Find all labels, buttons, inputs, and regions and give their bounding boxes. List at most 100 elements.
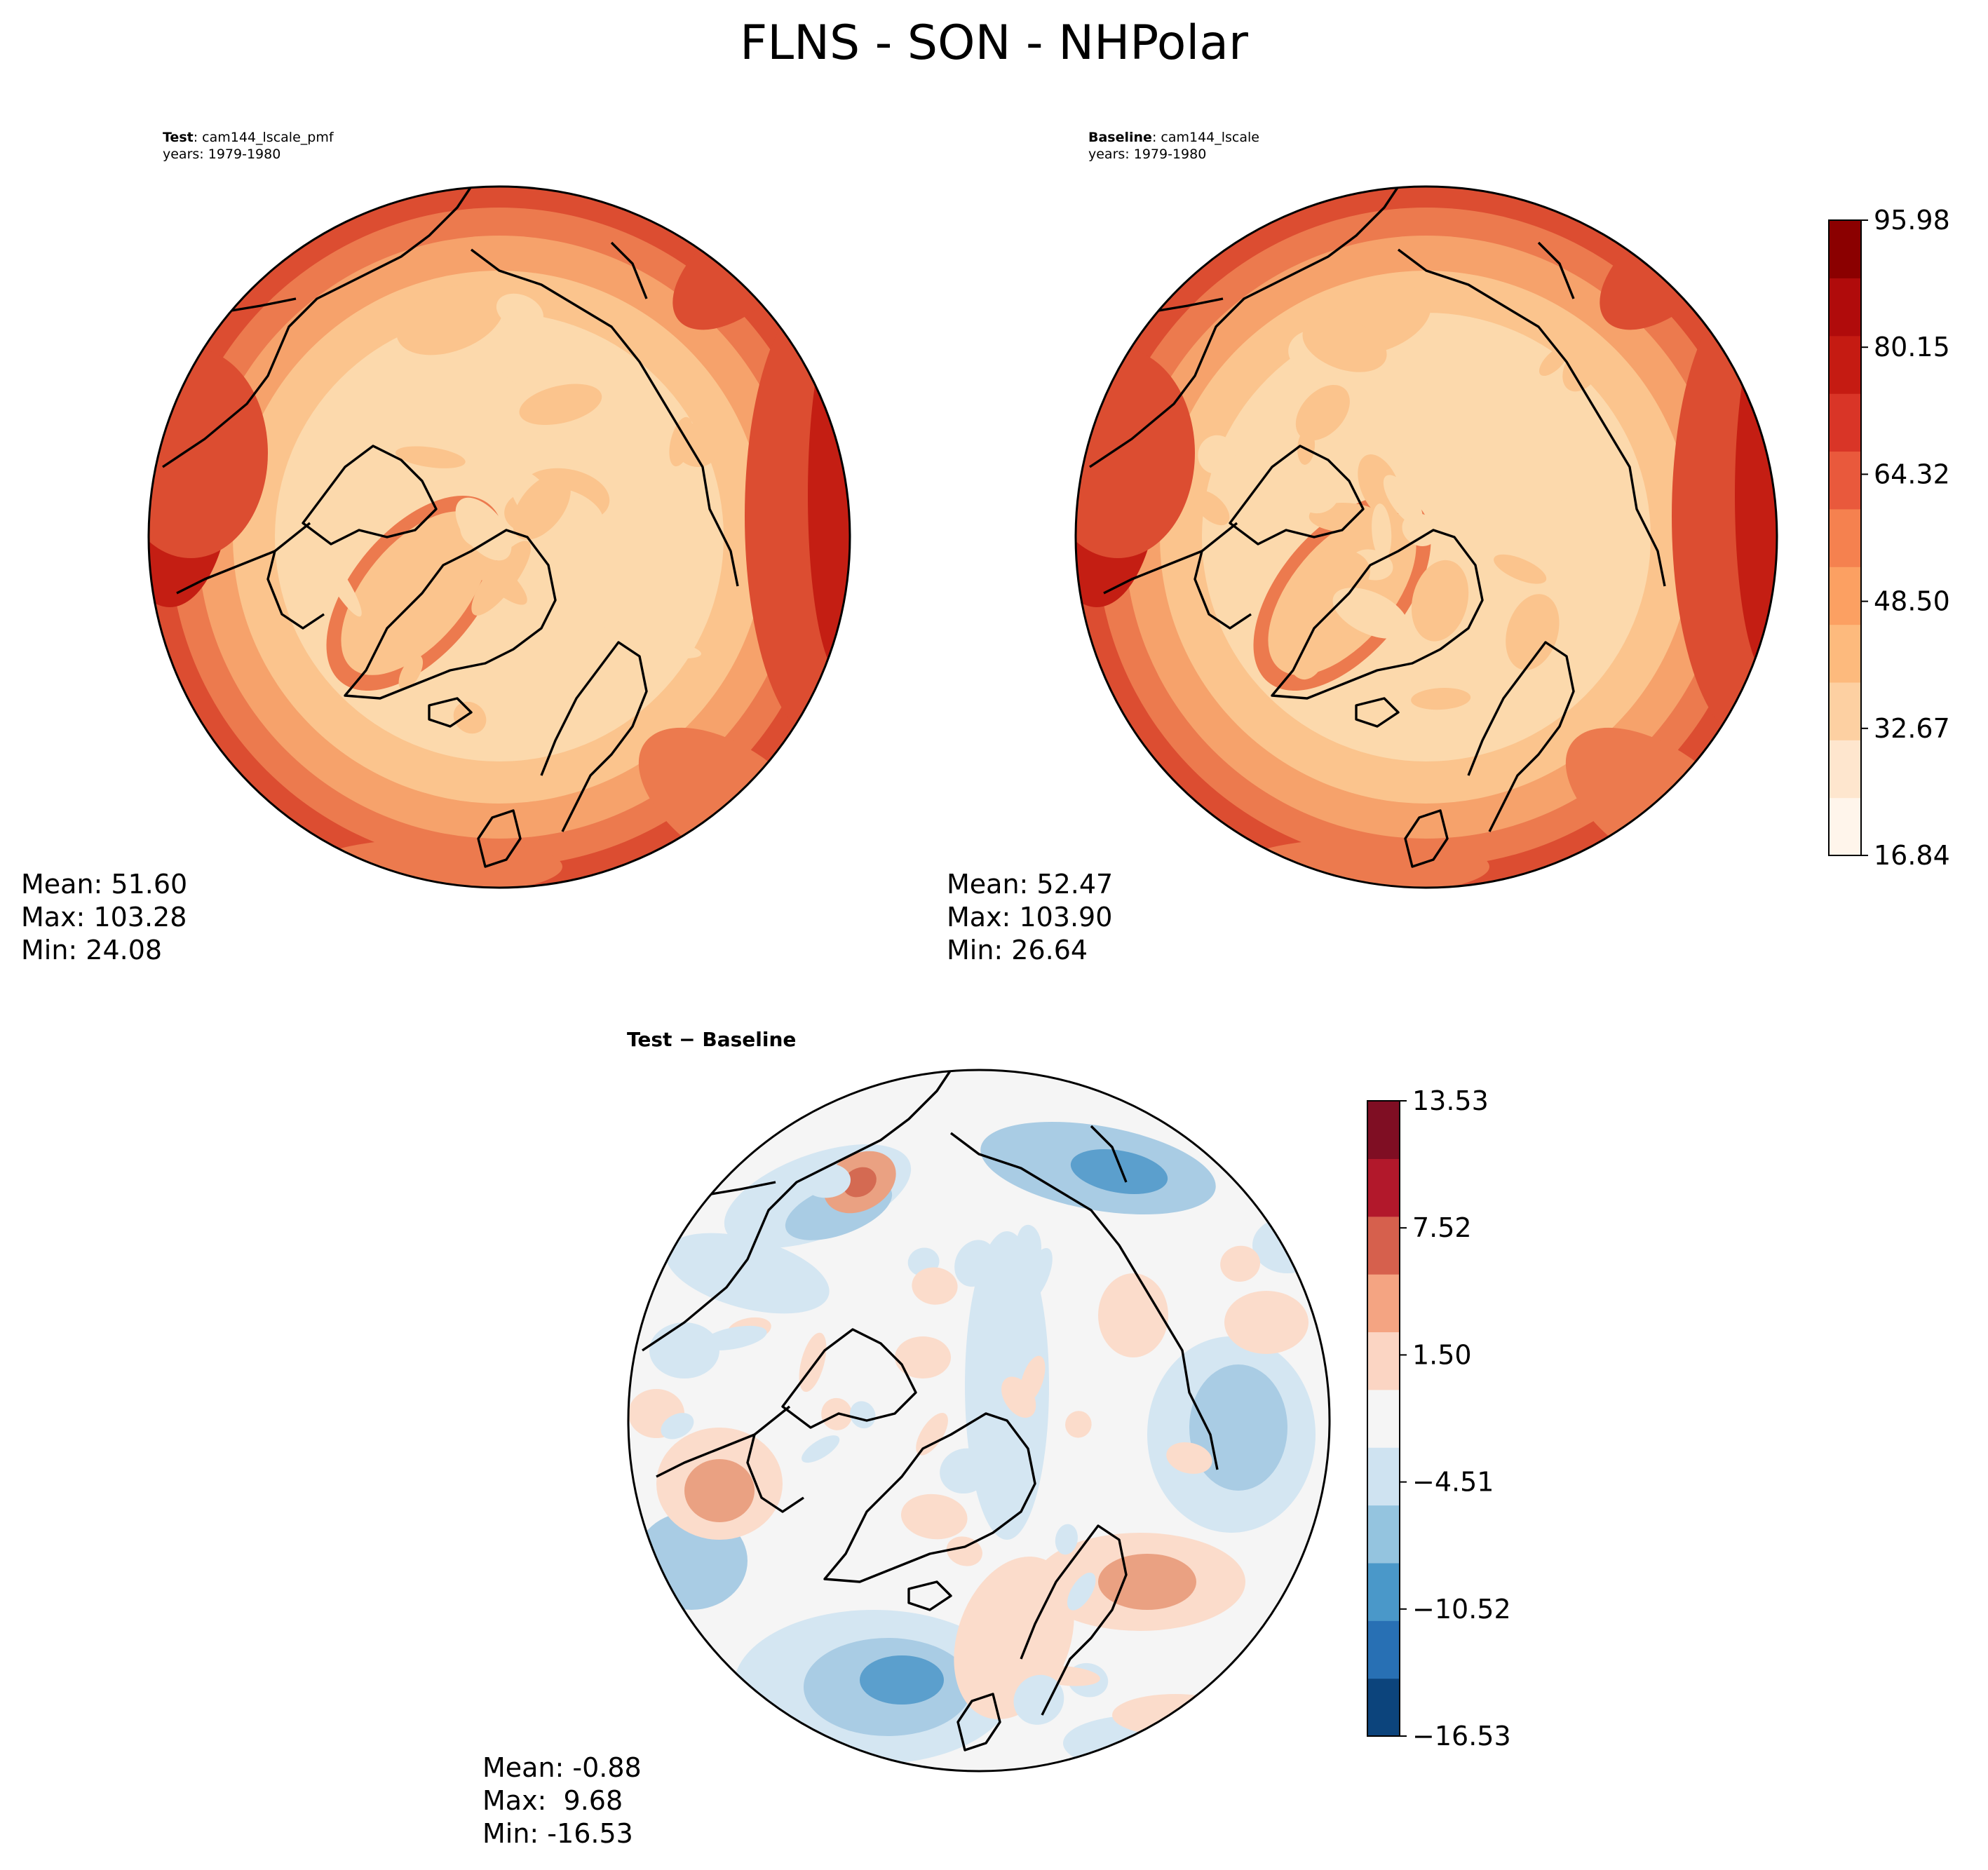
diff-colorbar-swatch [1367, 1389, 1400, 1448]
test-map-coastline [176, 522, 325, 630]
diff-colorbar-swatch [1367, 1562, 1400, 1621]
main-colorbar-swatch [1829, 508, 1861, 567]
diff-colorbar-frame [1367, 1100, 1400, 1737]
diff-colorbar-swatch [1367, 1332, 1400, 1390]
diff-colorbar-tick-label: −16.53 [1412, 1721, 1511, 1752]
test-map-contour-band [513, 474, 571, 540]
test-map-contour-band [496, 293, 543, 330]
baseline-map-contour-band [1287, 621, 1327, 680]
main-colorbar-swatch [1829, 624, 1861, 683]
baseline-map-contour-band [1383, 475, 1424, 526]
main-colorbar-swatch [1829, 797, 1861, 856]
test-map [149, 187, 850, 888]
test-mean: Mean: 51.60 [21, 869, 188, 900]
diff-map-contour-band [1220, 1245, 1261, 1282]
baseline-panel-title: Baseline: cam144_lscale [1088, 129, 1259, 146]
diff-map-contour-band [1055, 1524, 1078, 1555]
baseline-map-contour-band [1295, 384, 1350, 441]
diff-map-contour-band [802, 1435, 840, 1463]
main-colorbar-tick-label: 95.98 [1874, 205, 1950, 236]
baseline-label-bold: Baseline [1088, 130, 1152, 145]
main-colorbar-swatch [1829, 740, 1861, 799]
baseline-map-coastline [1404, 809, 1449, 868]
diff-map-contour-band [1166, 1442, 1212, 1474]
main-colorbar-tick-label: 32.67 [1874, 713, 1950, 744]
test-map-contour-band [455, 497, 512, 561]
diff-map-contour-band [860, 1655, 944, 1705]
test-map-coastline [344, 529, 557, 700]
diff-map-contour-band [900, 1493, 968, 1540]
diff-map [628, 1070, 1330, 1771]
test-map-coastline [477, 809, 522, 868]
baseline-map-contour-band [1302, 317, 1387, 372]
diff-map-contour-band [1098, 1273, 1168, 1357]
baseline-map-coastline [1103, 522, 1252, 630]
test-map-coastline [428, 697, 473, 728]
baseline-map-contour-band [1562, 345, 1602, 392]
baseline-map-contour-band [1735, 313, 1777, 677]
test-years: years: 1979-1980 [163, 147, 281, 162]
baseline-map-contour-band [1293, 466, 1340, 514]
test-map-contour-band [555, 579, 579, 652]
baseline-map-contour-band [1269, 510, 1302, 545]
baseline-map-contour-band [1332, 588, 1409, 639]
baseline-map-coastline [1397, 248, 1666, 587]
test-map-boundary [147, 185, 851, 889]
main-colorbar-swatch [1829, 278, 1861, 337]
baseline-min: Min: 26.64 [947, 935, 1088, 966]
diff-colorbar-swatch [1367, 1620, 1400, 1679]
test-label-rest: : cam144_lscale_pmf [193, 130, 334, 145]
test-map-contour-band [669, 416, 694, 467]
main-colorbar-tick-label: 48.50 [1874, 586, 1950, 617]
test-map-contour-band [316, 546, 362, 617]
diff-map-contour-band [1098, 1554, 1196, 1610]
baseline-years: years: 1979-1980 [1088, 147, 1207, 162]
test-map-contour-band [341, 511, 489, 675]
diff-map-contour-band [661, 1413, 694, 1439]
diff-map-contour-band [850, 1401, 876, 1429]
diff-min: Min: -16.53 [482, 1818, 633, 1849]
main-colorbar-frame [1828, 219, 1862, 856]
diff-map-contour-band [916, 1413, 948, 1456]
diff-map-contour-band [946, 1536, 982, 1566]
diff-colorbar-swatch [1367, 1101, 1400, 1159]
diff-map-contour-band [1070, 1149, 1168, 1194]
baseline-map-coastline [1271, 529, 1484, 700]
test-stats: Mean: 51.60 Max: 103.28 Min: 24.08 [21, 868, 187, 967]
diff-map-contour-band [665, 1233, 830, 1314]
baseline-map-boundary [1074, 185, 1778, 889]
test-map-coastline [470, 248, 739, 587]
figure-title: FLNS - SON - NHPolar [740, 15, 1248, 71]
diff-map-coastline [956, 1693, 1001, 1752]
test-min: Min: 24.08 [21, 935, 163, 966]
test-map-contour-band [396, 284, 504, 355]
main-colorbar-swatch [1829, 393, 1861, 452]
baseline-mean: Mean: 52.47 [947, 869, 1114, 900]
main-colorbar-tick-label: 80.15 [1874, 332, 1950, 363]
diff-map-contour-band [649, 1322, 719, 1378]
baseline-map-coastline [1355, 697, 1400, 728]
diff-colorbar-swatch [1367, 1678, 1400, 1737]
diff-colorbar-swatch [1367, 1505, 1400, 1564]
baseline-map-coastline [1467, 641, 1575, 832]
diff-colorbar-swatch [1367, 1216, 1400, 1275]
diff-map-contour-band [701, 1325, 767, 1350]
diff-map-coastline [907, 1580, 952, 1611]
test-map-contour-band [471, 541, 532, 616]
test-map-contour-band [808, 313, 850, 677]
diff-map-contour-band [1252, 1217, 1323, 1273]
diff-panel-title: Test − Baseline [627, 1028, 797, 1051]
diff-map-boundary [627, 1069, 1331, 1773]
baseline-map-coastline [1229, 445, 1365, 546]
main-colorbar-swatch [1829, 220, 1861, 278]
diff-map-contour-band [1020, 1247, 1053, 1303]
diff-map-coastline [642, 1070, 952, 1352]
baseline-map-contour-band [1297, 429, 1316, 465]
test-map-contour-band [519, 384, 602, 426]
test-map-contour-band [395, 446, 466, 468]
baseline-map-coastline [1089, 187, 1400, 468]
diff-colorbar: −16.53 −10.52 −4.51 1.50 7.52 13.53 [1367, 1085, 1511, 1752]
main-colorbar-tick-label: 64.32 [1874, 459, 1950, 489]
diff-map-contour-band [901, 1346, 938, 1371]
baseline-map-contour-band [1411, 688, 1471, 710]
